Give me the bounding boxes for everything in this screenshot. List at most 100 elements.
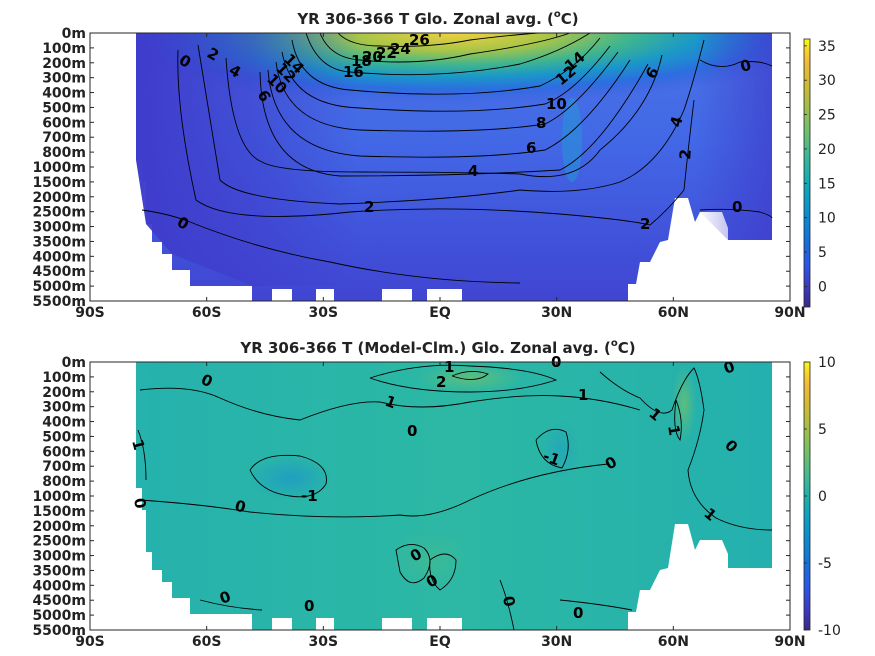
top-colorbar <box>803 38 811 308</box>
colorbar-tick-label: 5 <box>818 245 827 261</box>
contour-label: 2 <box>676 148 695 160</box>
top-x-axis: 90S 60S 30S EQ 30N 60N 90N <box>75 33 806 321</box>
contour-label: 26 <box>409 31 430 49</box>
contour-label: 2 <box>640 215 650 233</box>
top-colorbar-ticks: 35 30 25 20 15 10 5 0 <box>804 39 836 295</box>
colorbar-tick-label: 0 <box>818 489 827 505</box>
contour-label: 20 <box>362 48 383 66</box>
colorbar-tick-label: 15 <box>818 176 836 192</box>
contour-label: 6 <box>526 139 536 157</box>
bottom-x-axis: 90S 60S 30S EQ 30N 60N 90N <box>75 362 806 650</box>
y-tick-label: 1500m <box>32 504 86 520</box>
contour-label: 8 <box>536 114 546 132</box>
contour-label: 0 <box>732 198 742 216</box>
top-temperature-field <box>136 33 773 301</box>
colorbar-tick-label: 25 <box>818 108 836 124</box>
y-tick-label: 0m <box>62 355 86 371</box>
y-tick-label: 5000m <box>32 279 86 295</box>
contour-label: 4 <box>468 162 478 180</box>
x-tick-label: 60N <box>658 305 689 321</box>
contour-label: 1 <box>444 358 454 376</box>
y-tick-label: 100m <box>42 370 86 386</box>
y-tick-label: 3500m <box>32 563 86 579</box>
x-tick-label: 30N <box>541 305 572 321</box>
y-tick-label: 1000m <box>32 489 86 505</box>
y-tick-label: 600m <box>42 444 86 460</box>
y-tick-label: 3000m <box>32 220 86 236</box>
contour-label: 0 <box>233 496 248 516</box>
contour-label: 22 <box>376 44 397 62</box>
contour-label: -1 <box>541 447 563 470</box>
y-tick-label: 300m <box>42 71 86 87</box>
colorbar-tick-label: -10 <box>818 623 841 639</box>
y-tick-label: 200m <box>42 56 86 72</box>
x-tick-label: 90S <box>75 634 105 650</box>
colorbar-tick-label: 10 <box>818 355 836 371</box>
contour-label: 0 <box>573 604 583 622</box>
y-tick-label: 5500m <box>32 294 86 310</box>
contour-label: 0 <box>407 422 417 440</box>
y-tick-label: 400m <box>42 415 86 431</box>
bottom-anomaly-field <box>136 362 773 630</box>
y-tick-label: 3000m <box>32 549 86 565</box>
y-tick-label: 4500m <box>32 593 86 609</box>
x-tick-label: 60S <box>192 634 222 650</box>
y-tick-label: 2500m <box>32 205 86 221</box>
bottom-panel: 1 2 0 0 1 1 0 -1 -1 0 0 0 1 1 1 1 0 0 0 … <box>32 338 840 650</box>
bottom-y-axis: 0m100m200m300m400m500m600m700m800m1000m1… <box>32 355 790 639</box>
colorbar-tick-label: -5 <box>818 556 832 572</box>
contour-label: 2 <box>364 198 374 216</box>
top-chart-title: YR 306-366 T Glo. Zonal avg. (oC) <box>296 9 578 28</box>
x-tick-label: 30N <box>541 634 572 650</box>
bottom-colorbar-ticks: 10 5 0 -5 -10 <box>804 355 841 639</box>
y-tick-label: 5500m <box>32 623 86 639</box>
contour-label: 2 <box>436 373 446 391</box>
y-tick-label: 4000m <box>32 249 86 265</box>
y-tick-label: 200m <box>42 385 86 401</box>
y-tick-label: 2000m <box>32 190 86 206</box>
y-tick-label: 700m <box>42 459 86 475</box>
y-tick-label: 0m <box>62 26 86 42</box>
bottom-ocean-mask <box>136 362 772 630</box>
colorbar-tick-label: 20 <box>818 142 836 158</box>
y-tick-label: 2500m <box>32 534 86 550</box>
x-tick-label: 60N <box>658 634 689 650</box>
contour-label: 0 <box>304 597 314 615</box>
x-tick-label: 60S <box>192 305 222 321</box>
x-tick-label: 90N <box>774 305 805 321</box>
x-tick-label: EQ <box>429 305 451 321</box>
x-tick-label: 90N <box>774 634 805 650</box>
contour-label: 1 <box>664 424 684 437</box>
y-tick-label: 1000m <box>32 160 86 176</box>
colorbar-tick-label: 5 <box>818 422 827 438</box>
y-tick-label: 700m <box>42 130 86 146</box>
y-tick-label: 300m <box>42 400 86 416</box>
colorbar-tick-label: 30 <box>818 73 836 89</box>
contour-label: 4 <box>666 114 686 129</box>
x-tick-label: 30S <box>309 305 339 321</box>
contour-label: 0 <box>499 595 519 608</box>
x-tick-label: 90S <box>75 305 105 321</box>
y-tick-label: 1500m <box>32 175 86 191</box>
y-tick-label: 400m <box>42 86 86 102</box>
x-tick-label: EQ <box>429 634 451 650</box>
y-tick-label: 5000m <box>32 608 86 624</box>
colorbar-tick-label: 35 <box>818 39 836 55</box>
contour-label: 1 <box>578 386 588 404</box>
y-tick-label: 3500m <box>32 234 86 250</box>
y-tick-label: 4500m <box>32 264 86 280</box>
contour-label: 1 <box>128 437 148 452</box>
y-tick-label: 100m <box>42 41 86 57</box>
bottom-chart-title: YR 306-366 T (Model-Clm.) Glo. Zonal avg… <box>239 338 635 357</box>
contour-label: -1 <box>301 487 318 505</box>
y-tick-label: 500m <box>42 429 86 445</box>
colorbar-tick-label: 0 <box>818 279 827 295</box>
colorbar-tick-label: 10 <box>818 211 836 227</box>
y-tick-label: 600m <box>42 115 86 131</box>
contour-label: 24 <box>390 40 411 58</box>
y-tick-label: 4000m <box>32 578 86 594</box>
contour-label: 16 <box>343 63 364 81</box>
contour-label: 0 <box>130 497 150 510</box>
contour-label: 10 <box>546 95 567 113</box>
